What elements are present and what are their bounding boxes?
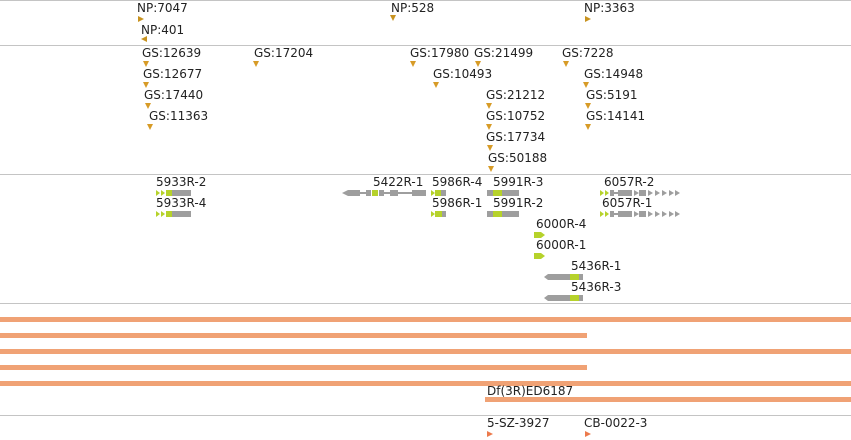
deficiency-bar[interactable] bbox=[0, 365, 587, 370]
deficiency-bar[interactable] bbox=[0, 381, 851, 386]
gs-label[interactable]: GS:21212 bbox=[486, 88, 546, 102]
gs-marker[interactable] bbox=[488, 166, 494, 172]
gs-label[interactable]: GS:14141 bbox=[586, 109, 646, 123]
np-label[interactable]: NP:401 bbox=[141, 23, 185, 37]
gs-marker[interactable] bbox=[253, 61, 259, 67]
transcript-label[interactable]: 5986R-1 bbox=[432, 196, 483, 210]
gs-marker[interactable] bbox=[585, 124, 591, 130]
deficiency-bar[interactable] bbox=[0, 333, 587, 338]
np-marker[interactable] bbox=[141, 36, 147, 42]
np-label[interactable]: NP:528 bbox=[391, 1, 435, 15]
transcript-glyph[interactable] bbox=[155, 207, 195, 221]
gs-marker[interactable] bbox=[410, 61, 416, 67]
gs-label[interactable]: GS:12677 bbox=[143, 67, 203, 81]
gs-label[interactable]: GS:21499 bbox=[474, 46, 534, 60]
np-marker[interactable] bbox=[390, 15, 396, 21]
gs-marker[interactable] bbox=[145, 103, 151, 109]
transcript-label[interactable]: 5436R-1 bbox=[571, 259, 622, 273]
transcript-label[interactable]: 5933R-2 bbox=[156, 175, 207, 189]
gs-marker[interactable] bbox=[563, 61, 569, 67]
construct-label[interactable]: 5-SZ-3927 bbox=[487, 416, 550, 430]
track-divider bbox=[0, 303, 851, 304]
transcript-glyph[interactable] bbox=[486, 207, 522, 221]
transcript-label[interactable]: 5933R-4 bbox=[156, 196, 207, 210]
gs-label[interactable]: GS:17440 bbox=[144, 88, 204, 102]
gs-label[interactable]: GS:5191 bbox=[586, 88, 638, 102]
construct-marker[interactable] bbox=[487, 431, 493, 437]
track-divider bbox=[0, 0, 851, 1]
gs-marker[interactable] bbox=[143, 82, 149, 88]
gs-label[interactable]: GS:17734 bbox=[486, 130, 546, 144]
transcript-glyph[interactable] bbox=[155, 186, 195, 200]
np-marker[interactable] bbox=[585, 16, 591, 22]
transcript-glyph[interactable] bbox=[542, 291, 586, 305]
transcript-label[interactable]: 6000R-1 bbox=[536, 238, 587, 252]
gs-marker[interactable] bbox=[486, 124, 492, 130]
np-label[interactable]: NP:7047 bbox=[137, 1, 188, 15]
construct-marker[interactable] bbox=[585, 431, 591, 437]
track-divider bbox=[0, 174, 851, 175]
transcript-label[interactable]: 6057R-1 bbox=[602, 196, 653, 210]
gs-label[interactable]: GS:10752 bbox=[486, 109, 546, 123]
gs-marker[interactable] bbox=[583, 82, 589, 88]
deficiency-label[interactable]: Df(3R)ED6187 bbox=[487, 384, 574, 398]
gs-marker[interactable] bbox=[475, 61, 481, 67]
gs-marker[interactable] bbox=[143, 61, 149, 67]
transcript-label[interactable]: 6057R-2 bbox=[604, 175, 655, 189]
transcript-glyph[interactable] bbox=[598, 186, 683, 200]
transcript-glyph[interactable] bbox=[430, 207, 450, 221]
gs-marker[interactable] bbox=[147, 124, 153, 130]
gs-label[interactable]: GS:12639 bbox=[142, 46, 202, 60]
gs-marker[interactable] bbox=[585, 103, 591, 109]
transcript-label[interactable]: 6000R-4 bbox=[536, 217, 587, 231]
np-marker[interactable] bbox=[138, 16, 144, 22]
transcript-glyph[interactable] bbox=[598, 207, 683, 221]
gs-label[interactable]: GS:10493 bbox=[433, 67, 493, 81]
transcript-glyph[interactable] bbox=[542, 270, 586, 284]
transcript-label[interactable]: 5986R-4 bbox=[432, 175, 483, 189]
gs-label[interactable]: GS:50188 bbox=[488, 151, 548, 165]
transcript-label[interactable]: 5991R-3 bbox=[493, 175, 544, 189]
gs-label[interactable]: GS:17980 bbox=[410, 46, 470, 60]
gs-label[interactable]: GS:11363 bbox=[149, 109, 209, 123]
transcript-glyph[interactable] bbox=[533, 249, 549, 263]
np-label[interactable]: NP:3363 bbox=[584, 1, 635, 15]
transcript-label[interactable]: 5422R-1 bbox=[373, 175, 424, 189]
track-divider bbox=[0, 415, 851, 416]
deficiency-bar[interactable] bbox=[0, 349, 851, 354]
deficiency-bar[interactable] bbox=[0, 317, 851, 322]
transcript-label[interactable]: 5991R-2 bbox=[493, 196, 544, 210]
transcript-glyph[interactable] bbox=[340, 186, 430, 200]
gs-marker[interactable] bbox=[433, 82, 439, 88]
gs-label[interactable]: GS:7228 bbox=[562, 46, 614, 60]
gs-label[interactable]: GS:14948 bbox=[584, 67, 644, 81]
track-divider bbox=[0, 45, 851, 46]
transcript-glyph[interactable] bbox=[533, 228, 549, 242]
transcript-glyph[interactable] bbox=[430, 186, 450, 200]
gs-label[interactable]: GS:17204 bbox=[254, 46, 314, 60]
gs-marker[interactable] bbox=[486, 103, 492, 109]
gs-marker[interactable] bbox=[487, 145, 493, 151]
construct-label[interactable]: CB-0022-3 bbox=[584, 416, 648, 430]
deficiency-bar[interactable] bbox=[485, 397, 851, 402]
transcript-label[interactable]: 5436R-3 bbox=[571, 280, 622, 294]
transcript-glyph[interactable] bbox=[486, 186, 522, 200]
